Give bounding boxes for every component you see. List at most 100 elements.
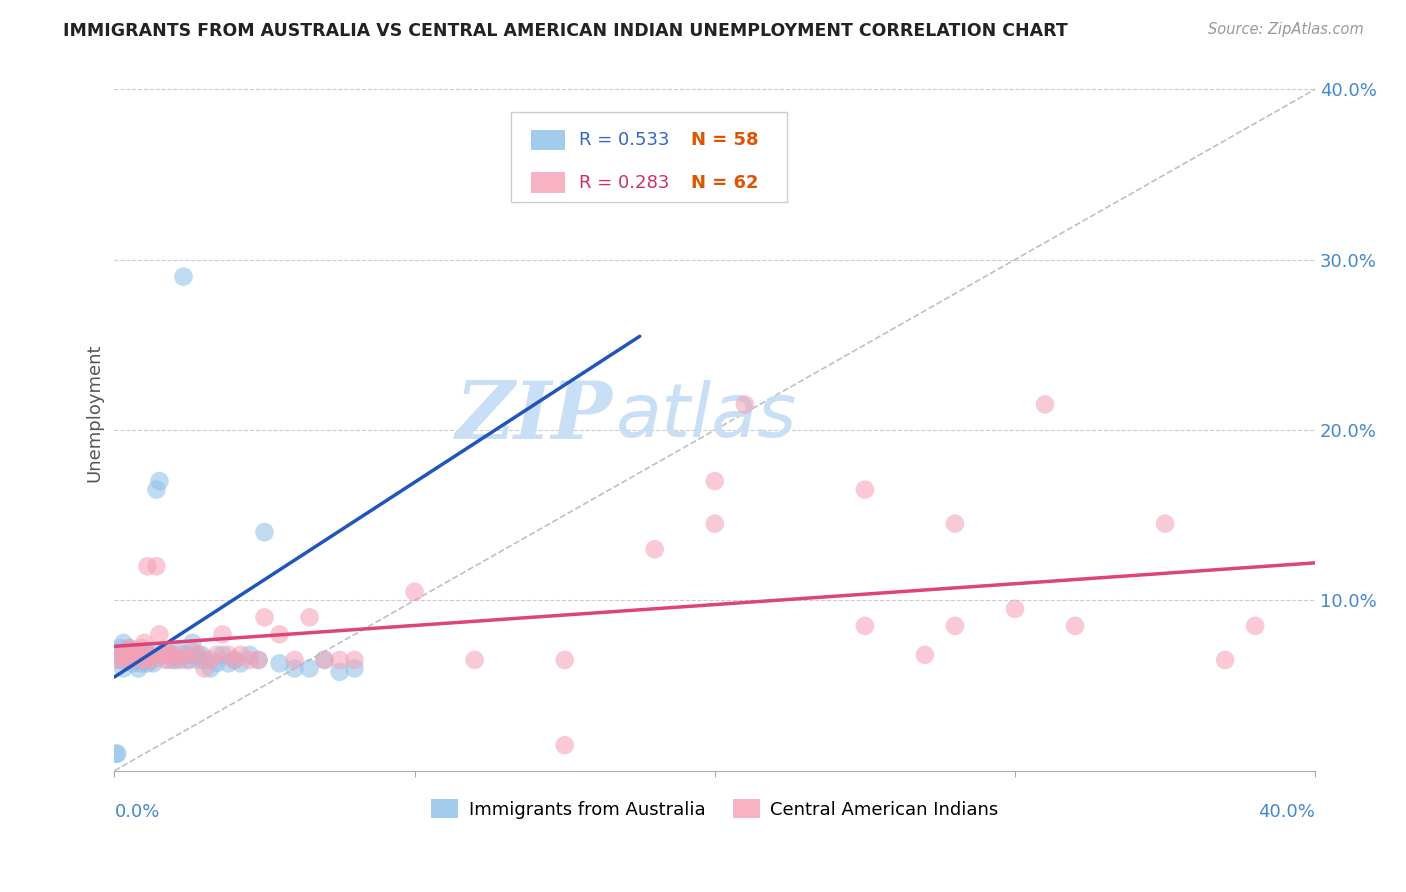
Point	[1213, 653, 1236, 667]
Point	[110, 640, 132, 655]
Point	[554, 738, 576, 752]
Point	[121, 653, 143, 667]
Point	[404, 584, 426, 599]
Point	[115, 653, 138, 667]
Point	[127, 661, 149, 675]
Point	[142, 657, 165, 671]
Text: ZIP: ZIP	[456, 377, 613, 455]
Point	[110, 653, 132, 667]
Point	[644, 542, 666, 557]
Point	[163, 653, 186, 667]
Point	[142, 653, 165, 667]
Point	[163, 653, 186, 667]
Point	[112, 644, 135, 658]
Text: IMMIGRANTS FROM AUSTRALIA VS CENTRAL AMERICAN INDIAN UNEMPLOYMENT CORRELATION CH: IMMIGRANTS FROM AUSTRALIA VS CENTRAL AME…	[63, 22, 1069, 40]
Point	[253, 525, 276, 540]
FancyBboxPatch shape	[510, 112, 787, 202]
Point	[131, 657, 153, 671]
Point	[107, 648, 129, 662]
Point	[134, 653, 156, 667]
Text: R = 0.533: R = 0.533	[579, 131, 669, 149]
Point	[157, 653, 180, 667]
Point	[247, 653, 270, 667]
Point	[131, 640, 153, 655]
Text: N = 58: N = 58	[690, 131, 758, 149]
Point	[134, 644, 156, 658]
Point	[124, 648, 146, 662]
Text: N = 62: N = 62	[690, 174, 758, 192]
Point	[314, 653, 336, 667]
Point	[853, 483, 876, 497]
Point	[703, 516, 725, 531]
Point	[329, 653, 352, 667]
Point	[179, 653, 201, 667]
Point	[136, 648, 159, 662]
Point	[218, 657, 240, 671]
Point	[169, 653, 191, 667]
Point	[155, 653, 177, 667]
Point	[200, 653, 222, 667]
Point	[136, 657, 159, 671]
Point	[1033, 397, 1056, 411]
Point	[110, 648, 132, 662]
Point	[172, 269, 194, 284]
Point	[229, 648, 252, 662]
Point	[139, 653, 162, 667]
Text: Source: ZipAtlas.com: Source: ZipAtlas.com	[1208, 22, 1364, 37]
Point	[118, 640, 141, 655]
Point	[166, 644, 188, 658]
Bar	[531, 130, 565, 151]
Point	[155, 644, 177, 658]
Point	[703, 474, 725, 488]
Point	[734, 397, 756, 411]
Point	[211, 627, 233, 641]
Point	[148, 627, 170, 641]
Point	[343, 661, 366, 675]
Point	[115, 644, 138, 658]
Point	[160, 648, 183, 662]
Point	[298, 610, 321, 624]
Point	[943, 516, 966, 531]
Point	[1244, 619, 1267, 633]
Point	[118, 648, 141, 662]
Legend: Immigrants from Australia, Central American Indians: Immigrants from Australia, Central Ameri…	[423, 792, 1005, 826]
Point	[238, 648, 260, 662]
Point	[112, 636, 135, 650]
Point	[115, 648, 138, 662]
Point	[283, 653, 305, 667]
Point	[314, 653, 336, 667]
Point	[148, 474, 170, 488]
Point	[169, 648, 191, 662]
Point	[187, 648, 209, 662]
Point	[152, 648, 174, 662]
Point	[190, 648, 212, 662]
Point	[238, 653, 260, 667]
Point	[1004, 602, 1026, 616]
Point	[145, 559, 167, 574]
Point	[343, 653, 366, 667]
Point	[139, 648, 162, 662]
Y-axis label: Unemployment: Unemployment	[86, 343, 103, 483]
Point	[181, 636, 204, 650]
Point	[176, 653, 198, 667]
Point	[136, 559, 159, 574]
Point	[127, 648, 149, 662]
Text: 40.0%: 40.0%	[1258, 803, 1315, 821]
Point	[142, 644, 165, 658]
Point	[187, 653, 209, 667]
Point	[145, 483, 167, 497]
Point	[127, 653, 149, 667]
Point	[269, 627, 291, 641]
Point	[134, 653, 156, 667]
Point	[121, 657, 143, 671]
Point	[118, 640, 141, 655]
Point	[218, 648, 240, 662]
Text: atlas: atlas	[616, 381, 797, 452]
Point	[1154, 516, 1177, 531]
Point	[229, 657, 252, 671]
Point	[107, 747, 129, 761]
Point	[181, 644, 204, 658]
Point	[853, 619, 876, 633]
Point	[283, 661, 305, 675]
Point	[224, 653, 246, 667]
